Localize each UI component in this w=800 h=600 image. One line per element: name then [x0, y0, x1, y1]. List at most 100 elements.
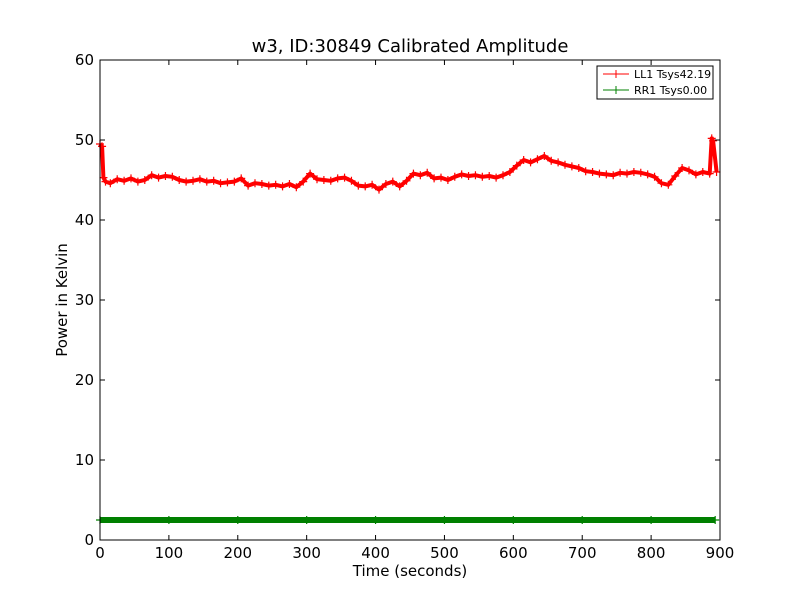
series-0-point	[306, 169, 315, 178]
series-0-point	[540, 152, 549, 160]
series-0-point	[533, 155, 542, 164]
series-0-point	[292, 183, 301, 192]
series-0-point	[623, 169, 631, 178]
series-0-point	[602, 170, 611, 179]
legend: LL1 Tsys42.19 RR1 Tsys0.00	[596, 65, 714, 100]
series-0-point	[547, 156, 556, 165]
x-axis-ticks: 0 100 200 300 400 500 600 700 800 900	[95, 60, 734, 562]
series-0-point	[443, 176, 452, 184]
x-tick-label-100: 100	[155, 544, 184, 562]
x-axis-label: Time (seconds)	[352, 562, 468, 580]
y-tick-label-0: 0	[84, 531, 94, 549]
series-0-point	[361, 182, 370, 191]
series-0-point	[251, 179, 259, 188]
series-0-point	[237, 174, 246, 183]
series-1-point	[509, 516, 518, 524]
series-0-point	[423, 168, 432, 177]
series-0-point	[709, 136, 718, 145]
series-0-point	[567, 162, 576, 171]
series-0-point	[209, 176, 218, 185]
series-0-point	[168, 172, 177, 181]
series-1-point	[711, 516, 720, 524]
series-1-point	[164, 516, 173, 524]
series-0-point	[636, 168, 645, 177]
x-tick-label-700: 700	[568, 544, 597, 562]
series-0	[96, 134, 721, 194]
y-tick-label-20: 20	[75, 371, 94, 389]
legend-label-rr1: RR1 Tsys0.00	[634, 84, 707, 97]
series-0-point	[375, 185, 383, 194]
series-0-point	[512, 161, 521, 170]
series-0-point	[354, 181, 363, 190]
series-0-point	[561, 160, 569, 169]
y-tick-label-60: 60	[75, 51, 94, 69]
series-0-point	[244, 181, 253, 190]
series-0-point	[450, 172, 459, 181]
series-0-point	[347, 176, 356, 185]
series-0-point	[113, 175, 122, 184]
series-0-point	[664, 180, 673, 189]
series-1-point	[233, 516, 242, 524]
y-tick-label-10: 10	[75, 451, 94, 469]
x-tick-label-200: 200	[223, 544, 252, 562]
legend-marker-ll1	[612, 70, 620, 78]
series-0-point	[175, 176, 184, 184]
series-0-point	[147, 171, 156, 180]
series-1-point	[371, 516, 380, 524]
series-1-point	[647, 516, 656, 524]
series-0-point	[705, 169, 714, 178]
series-0-point	[657, 179, 666, 188]
series-0-point	[133, 177, 142, 186]
series-0-point	[319, 176, 328, 184]
chart-title: w3, ID:30849 Calibrated Amplitude	[252, 36, 569, 57]
y-axis-label: Power in Kelvin	[53, 243, 71, 357]
series-0-point	[678, 164, 687, 172]
series-0-point	[650, 172, 659, 181]
series-0-point	[257, 180, 266, 188]
series-0-point	[698, 168, 707, 176]
x-tick-label-900: 900	[706, 544, 735, 562]
series-0-point	[588, 168, 597, 176]
legend-label-ll1: LL1 Tsys42.19	[634, 68, 711, 81]
series-0-point	[478, 172, 487, 181]
series-0-point	[526, 158, 535, 167]
y-tick-label-40: 40	[75, 211, 94, 229]
series-0-point	[202, 177, 211, 186]
x-tick-label-600: 600	[499, 544, 528, 562]
series-0-point	[471, 171, 480, 180]
series-0-point	[127, 174, 135, 183]
series-0-point	[409, 169, 418, 178]
series-0-point	[685, 166, 693, 175]
series-0-point	[264, 181, 273, 190]
series-0-point	[616, 168, 625, 177]
series-0-point	[671, 172, 680, 180]
series-0-point	[216, 179, 225, 188]
series-0-point	[106, 179, 115, 188]
series-0-point	[437, 173, 445, 182]
series-0-point	[230, 177, 239, 186]
series-0-point	[430, 174, 439, 183]
series-1-point	[578, 516, 587, 524]
series-0-point	[98, 142, 107, 151]
x-tick-label-300: 300	[292, 544, 321, 562]
series-0-point	[299, 177, 308, 186]
series-0-point	[223, 178, 232, 187]
series-0-point	[581, 167, 590, 176]
series-1-point	[302, 516, 311, 524]
series-0-point	[381, 180, 390, 188]
series-0-point	[140, 176, 149, 184]
series-0-point	[195, 175, 204, 184]
series-0-point	[161, 172, 170, 180]
series-0-point	[609, 171, 618, 180]
series-0-point	[485, 172, 494, 180]
series-0-point	[464, 172, 473, 180]
x-tick-label-800: 800	[637, 544, 666, 562]
series-0-point	[629, 168, 638, 176]
series-0-point	[326, 176, 335, 185]
series-0-point	[499, 171, 507, 180]
x-tick-label-400: 400	[361, 544, 390, 562]
series-0-point	[519, 156, 528, 164]
series-0-point	[691, 170, 700, 179]
